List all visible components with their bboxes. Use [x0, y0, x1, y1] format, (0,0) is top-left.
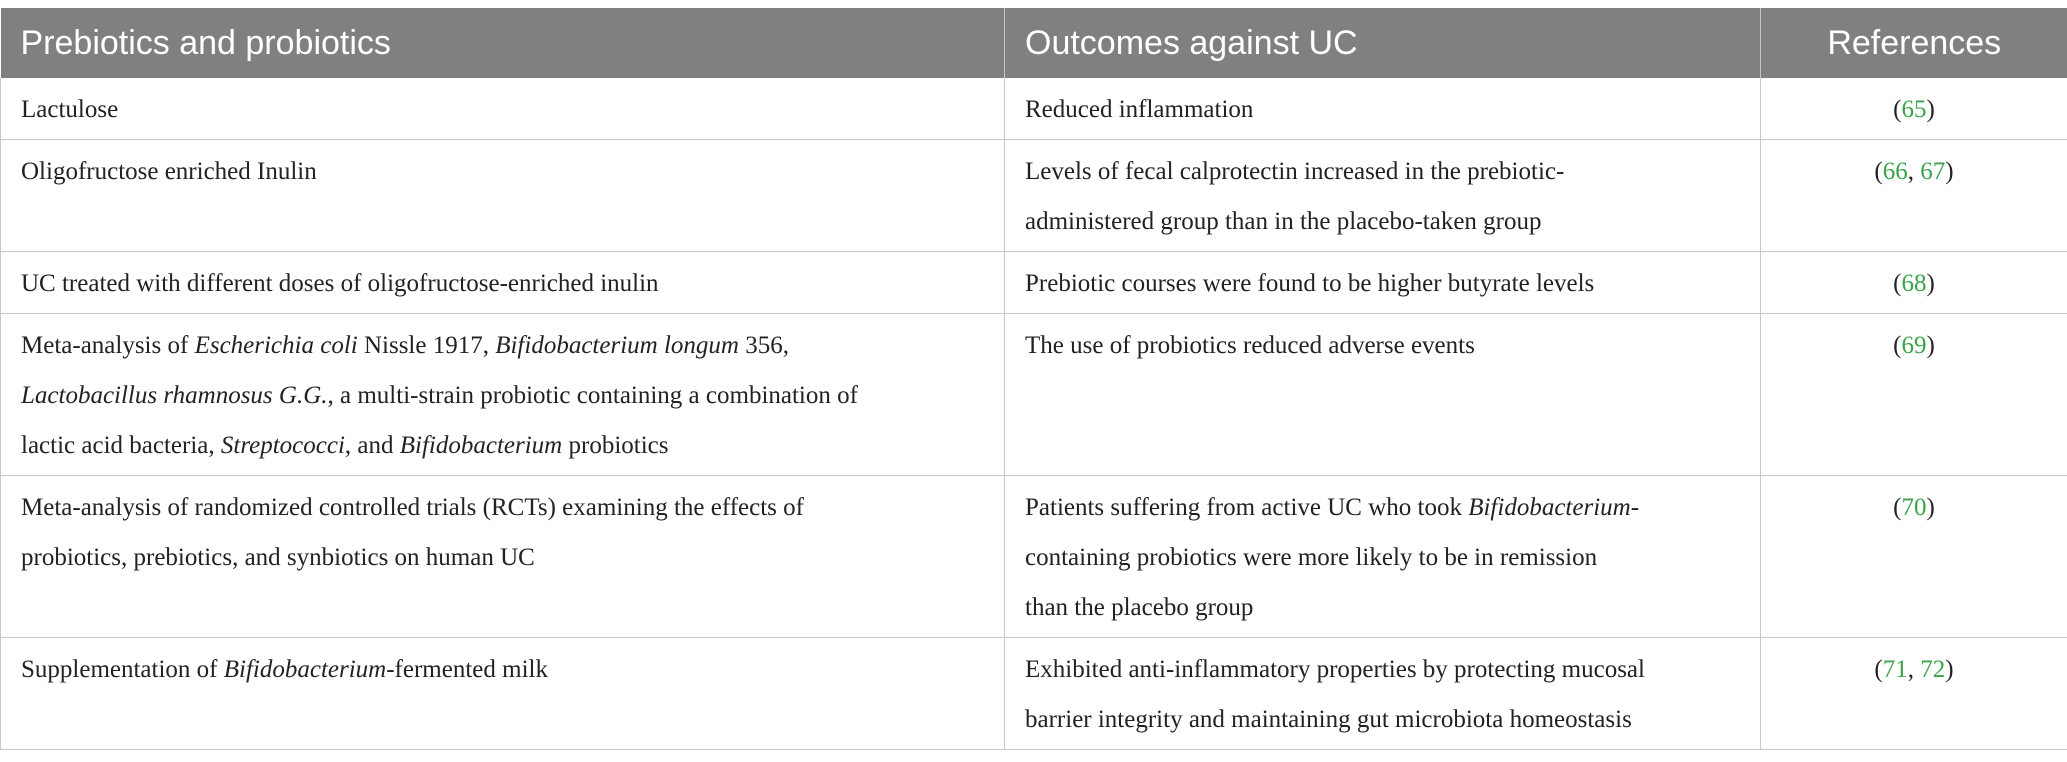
header-outcomes-against-uc: Outcomes against UC: [1004, 8, 1761, 78]
cell-text: probiotics: [562, 432, 669, 459]
reference-cell: (69): [1760, 313, 2067, 476]
cell-text-line: administered group than in the placebo-t…: [1025, 208, 1542, 235]
cell-text: , and: [344, 432, 400, 459]
cell-text-line: containing probiotics were more likely t…: [1025, 544, 1598, 571]
cell-text: Reduced inflammation: [1025, 96, 1254, 123]
cell-text-line: Exhibited anti-inflammatory properties b…: [1025, 656, 1645, 683]
ref-paren-close: ): [1926, 96, 1935, 123]
table-body: Lactulose Reduced inflammation (65) Olig…: [0, 78, 2067, 750]
species-name: Bifidobacterium: [223, 656, 387, 683]
reference-link[interactable]: 68: [1901, 270, 1927, 297]
prebiotics-probiotics-table: Prebiotics and probiotics Outcomes again…: [0, 8, 2067, 750]
cell-text: The use of probiotics reduced adverse ev…: [1025, 332, 1475, 359]
ref-paren-close: ): [1926, 332, 1935, 359]
reference-cell: (70): [1760, 475, 2067, 638]
species-name: Escherichia coli: [194, 332, 358, 359]
reference-link[interactable]: 72: [1920, 656, 1946, 683]
ref-paren-open: (: [1893, 96, 1902, 123]
species-name: Lactobacillus rhamnosus G.G.: [21, 382, 328, 409]
prebiotic-cell: Meta-analysis of randomized controlled t…: [0, 475, 1005, 638]
ref-paren-close: ): [1926, 494, 1935, 521]
header-row: Prebiotics and probiotics Outcomes again…: [0, 8, 2067, 78]
cell-text-line: probiotics, prebiotics, and synbiotics o…: [21, 544, 535, 571]
outcome-cell: Patients suffering from active UC who to…: [1004, 475, 1761, 638]
ref-paren-open: (: [1874, 656, 1883, 683]
cell-text-line: Meta-analysis of randomized controlled t…: [21, 494, 804, 521]
table-row: UC treated with different doses of oligo…: [0, 251, 2067, 314]
reference-link[interactable]: 70: [1901, 494, 1927, 521]
prebiotic-cell: Meta-analysis of Escherichia coli Nissle…: [0, 313, 1005, 476]
ref-separator: ,: [1907, 656, 1921, 683]
reference-cell: (71, 72): [1760, 637, 2067, 750]
header-prebiotics-probiotics: Prebiotics and probiotics: [0, 8, 1005, 78]
species-name: Bifidobacterium: [1468, 494, 1631, 521]
table-row: Meta-analysis of randomized controlled t…: [0, 475, 2067, 638]
table-container: Prebiotics and probiotics Outcomes again…: [0, 8, 2067, 750]
cell-text: Prebiotic courses were found to be highe…: [1025, 270, 1595, 297]
cell-text: Nissle 1917,: [357, 332, 496, 359]
cell-text: , a multi-strain probiotic containing a …: [327, 382, 858, 409]
cell-text-line: than the placebo group: [1025, 594, 1254, 621]
cell-text: Lactulose: [21, 96, 119, 123]
reference-cell: (66, 67): [1760, 139, 2067, 252]
cell-text: Oligofructose enriched Inulin: [21, 158, 317, 185]
outcome-cell: Reduced inflammation: [1004, 78, 1761, 140]
ref-separator: ,: [1907, 158, 1921, 185]
outcome-cell: Levels of fecal calprotectin increased i…: [1004, 139, 1761, 252]
reference-cell: (68): [1760, 251, 2067, 314]
ref-paren-close: ): [1945, 158, 1954, 185]
species-name: Bifidobacterium longum: [495, 332, 739, 359]
ref-paren-close: ): [1945, 656, 1954, 683]
ref-paren-close: ): [1926, 270, 1935, 297]
cell-text: 356,: [738, 332, 789, 359]
table-row: Oligofructose enriched Inulin Levels of …: [0, 139, 2067, 252]
species-name: Streptococci: [220, 432, 345, 459]
reference-link[interactable]: 66: [1882, 158, 1908, 185]
table-row: Lactulose Reduced inflammation (65): [0, 78, 2067, 140]
prebiotic-cell: Supplementation of Bifidobacterium-ferme…: [0, 637, 1005, 750]
species-name: Bifidobacterium: [399, 432, 563, 459]
table-row: Meta-analysis of Escherichia coli Nissle…: [0, 313, 2067, 476]
prebiotic-cell: Lactulose: [0, 78, 1005, 140]
cell-text: Patients suffering from active UC who to…: [1025, 494, 1469, 521]
cell-text: lactic acid bacteria,: [21, 432, 221, 459]
reference-link[interactable]: 65: [1901, 96, 1927, 123]
ref-paren-open: (: [1893, 332, 1902, 359]
cell-text-line: Levels of fecal calprotectin increased i…: [1025, 158, 1565, 185]
table-header: Prebiotics and probiotics Outcomes again…: [0, 8, 2067, 78]
cell-text: -fermented milk: [386, 656, 548, 683]
outcome-cell: The use of probiotics reduced adverse ev…: [1004, 313, 1761, 476]
outcome-cell: Exhibited anti-inflammatory properties b…: [1004, 637, 1761, 750]
reference-link[interactable]: 71: [1882, 656, 1908, 683]
cell-text-line: barrier integrity and maintaining gut mi…: [1025, 706, 1632, 733]
cell-text: Supplementation of: [21, 656, 224, 683]
header-references: References: [1760, 8, 2067, 78]
cell-text: -: [1630, 494, 1640, 521]
ref-paren-open: (: [1893, 494, 1902, 521]
outcome-cell: Prebiotic courses were found to be highe…: [1004, 251, 1761, 314]
cell-text: Meta-analysis of: [21, 332, 195, 359]
ref-paren-open: (: [1874, 158, 1883, 185]
reference-link[interactable]: 69: [1901, 332, 1927, 359]
prebiotic-cell: Oligofructose enriched Inulin: [0, 139, 1005, 252]
reference-cell: (65): [1760, 78, 2067, 140]
reference-link[interactable]: 67: [1920, 158, 1946, 185]
cell-text: UC treated with different doses of oligo…: [21, 270, 659, 297]
prebiotic-cell: UC treated with different doses of oligo…: [0, 251, 1005, 314]
ref-paren-open: (: [1893, 270, 1902, 297]
table-row: Supplementation of Bifidobacterium-ferme…: [0, 637, 2067, 750]
